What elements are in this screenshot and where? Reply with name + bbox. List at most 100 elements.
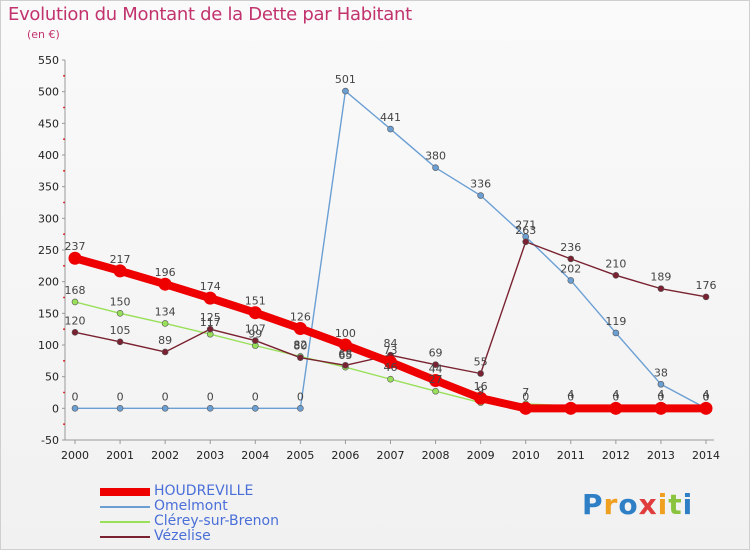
x-tick-label: 2014 <box>692 449 720 462</box>
data-label: 38 <box>654 366 668 379</box>
data-label: 0 <box>252 390 259 403</box>
legend-label: HOUDREVILLE <box>154 483 254 499</box>
data-point <box>612 329 620 337</box>
data-point <box>68 251 82 265</box>
data-label: 168 <box>65 284 86 297</box>
data-label: 217 <box>110 253 131 266</box>
data-point <box>161 348 169 356</box>
data-point <box>699 401 713 415</box>
data-point <box>342 361 349 369</box>
proxiti-logo: Proxiti <box>582 488 693 521</box>
y-tick: 350 <box>38 181 65 194</box>
data-point <box>474 391 488 405</box>
x-tick: 2001 <box>106 440 134 462</box>
chart-subtitle: (en €) <box>27 28 60 41</box>
data-point <box>297 405 304 412</box>
y-tick: 200 <box>38 276 65 289</box>
data-label: 0 <box>703 390 710 403</box>
y-tick: 550 <box>38 54 65 67</box>
logo-letter: i <box>657 488 669 521</box>
data-label: 263 <box>515 224 536 237</box>
data-label: 271 <box>515 219 536 232</box>
data-label: 0 <box>703 390 710 403</box>
data-point <box>293 322 307 336</box>
data-point <box>519 401 533 415</box>
y-minor-tick <box>63 264 65 267</box>
data-point <box>657 380 665 388</box>
x-tick: 2003 <box>196 440 224 462</box>
y-minor-tick <box>63 106 65 109</box>
x-tick: 2013 <box>647 440 675 462</box>
data-label: 501 <box>335 73 356 86</box>
data-point <box>429 373 443 387</box>
logo-letter: t <box>668 488 683 521</box>
data-label: 174 <box>200 280 221 293</box>
x-tick-label: 2010 <box>512 449 540 462</box>
x-tick-label: 2012 <box>602 449 630 462</box>
data-label: 210 <box>605 257 626 270</box>
y-tick-label: 500 <box>38 86 59 99</box>
x-tick-label: 2006 <box>331 449 359 462</box>
y-minor-tick <box>63 233 65 236</box>
data-point <box>338 338 352 352</box>
data-labels: 0 0 0 0 0 05014413803362712021193801681501341… <box>65 73 717 403</box>
data-point <box>654 401 668 415</box>
data-label: 55 <box>474 356 488 369</box>
data-point <box>158 277 172 291</box>
data-label: 0 <box>72 390 79 403</box>
data-point <box>567 277 575 284</box>
data-point <box>612 272 620 279</box>
data-point <box>564 401 578 415</box>
data-label: 27 <box>429 373 443 386</box>
legend-label: Vézelise <box>154 528 211 544</box>
x-tick: 2008 <box>422 440 450 462</box>
data-label: 0 <box>207 390 214 403</box>
y-minor-tick <box>63 391 65 394</box>
data-label: 134 <box>155 305 176 318</box>
data-point <box>248 306 262 320</box>
logo-letter: r <box>603 488 619 521</box>
y-tick: 500 <box>38 86 65 99</box>
x-tick: 2012 <box>602 440 630 462</box>
data-point <box>251 405 259 412</box>
y-tick-label: 100 <box>38 339 59 352</box>
data-point <box>116 310 124 317</box>
y-minor-tick <box>63 74 65 77</box>
x-tick: 2014 <box>692 440 720 462</box>
series-points <box>68 87 713 415</box>
x-tick: 2010 <box>512 440 540 462</box>
y-tick: 100 <box>38 339 65 352</box>
data-point <box>522 238 530 246</box>
data-label: 16 <box>474 380 488 393</box>
data-label: 196 <box>155 266 176 279</box>
data-point <box>113 264 127 278</box>
y-tick-label: 50 <box>45 371 59 384</box>
y-minor-tick <box>63 359 65 362</box>
y-tick: 300 <box>38 212 65 225</box>
data-label: 100 <box>335 327 356 340</box>
data-label: 336 <box>470 178 491 191</box>
data-label: 7 <box>522 386 529 399</box>
data-label: 80 <box>293 340 307 353</box>
x-tick-label: 2003 <box>196 449 224 462</box>
legend-swatch <box>100 535 150 538</box>
data-label: 119 <box>605 315 626 328</box>
data-label: 99 <box>248 328 262 341</box>
data-label: 176 <box>696 279 717 292</box>
data-point <box>71 329 79 336</box>
data-point <box>567 255 575 263</box>
legend-item: Clérey-sur-Brenon <box>100 514 279 529</box>
data-point <box>206 405 214 412</box>
legend: HOUDREVILLE Omelmont Clérey-sur-Brenon Véze… <box>100 484 279 544</box>
data-point <box>297 354 304 361</box>
chart-title: Evolution du Montant de la Dette par Hab… <box>8 4 412 25</box>
data-label: 236 <box>560 241 581 254</box>
data-label: 68 <box>338 347 352 360</box>
data-label: 46 <box>384 361 398 374</box>
data-point <box>71 405 79 412</box>
x-tick-label: 2005 <box>286 449 314 462</box>
y-tick: 50 <box>45 371 65 384</box>
data-label: 126 <box>290 311 311 324</box>
data-point <box>432 361 439 368</box>
x-tick-label: 2002 <box>151 449 179 462</box>
